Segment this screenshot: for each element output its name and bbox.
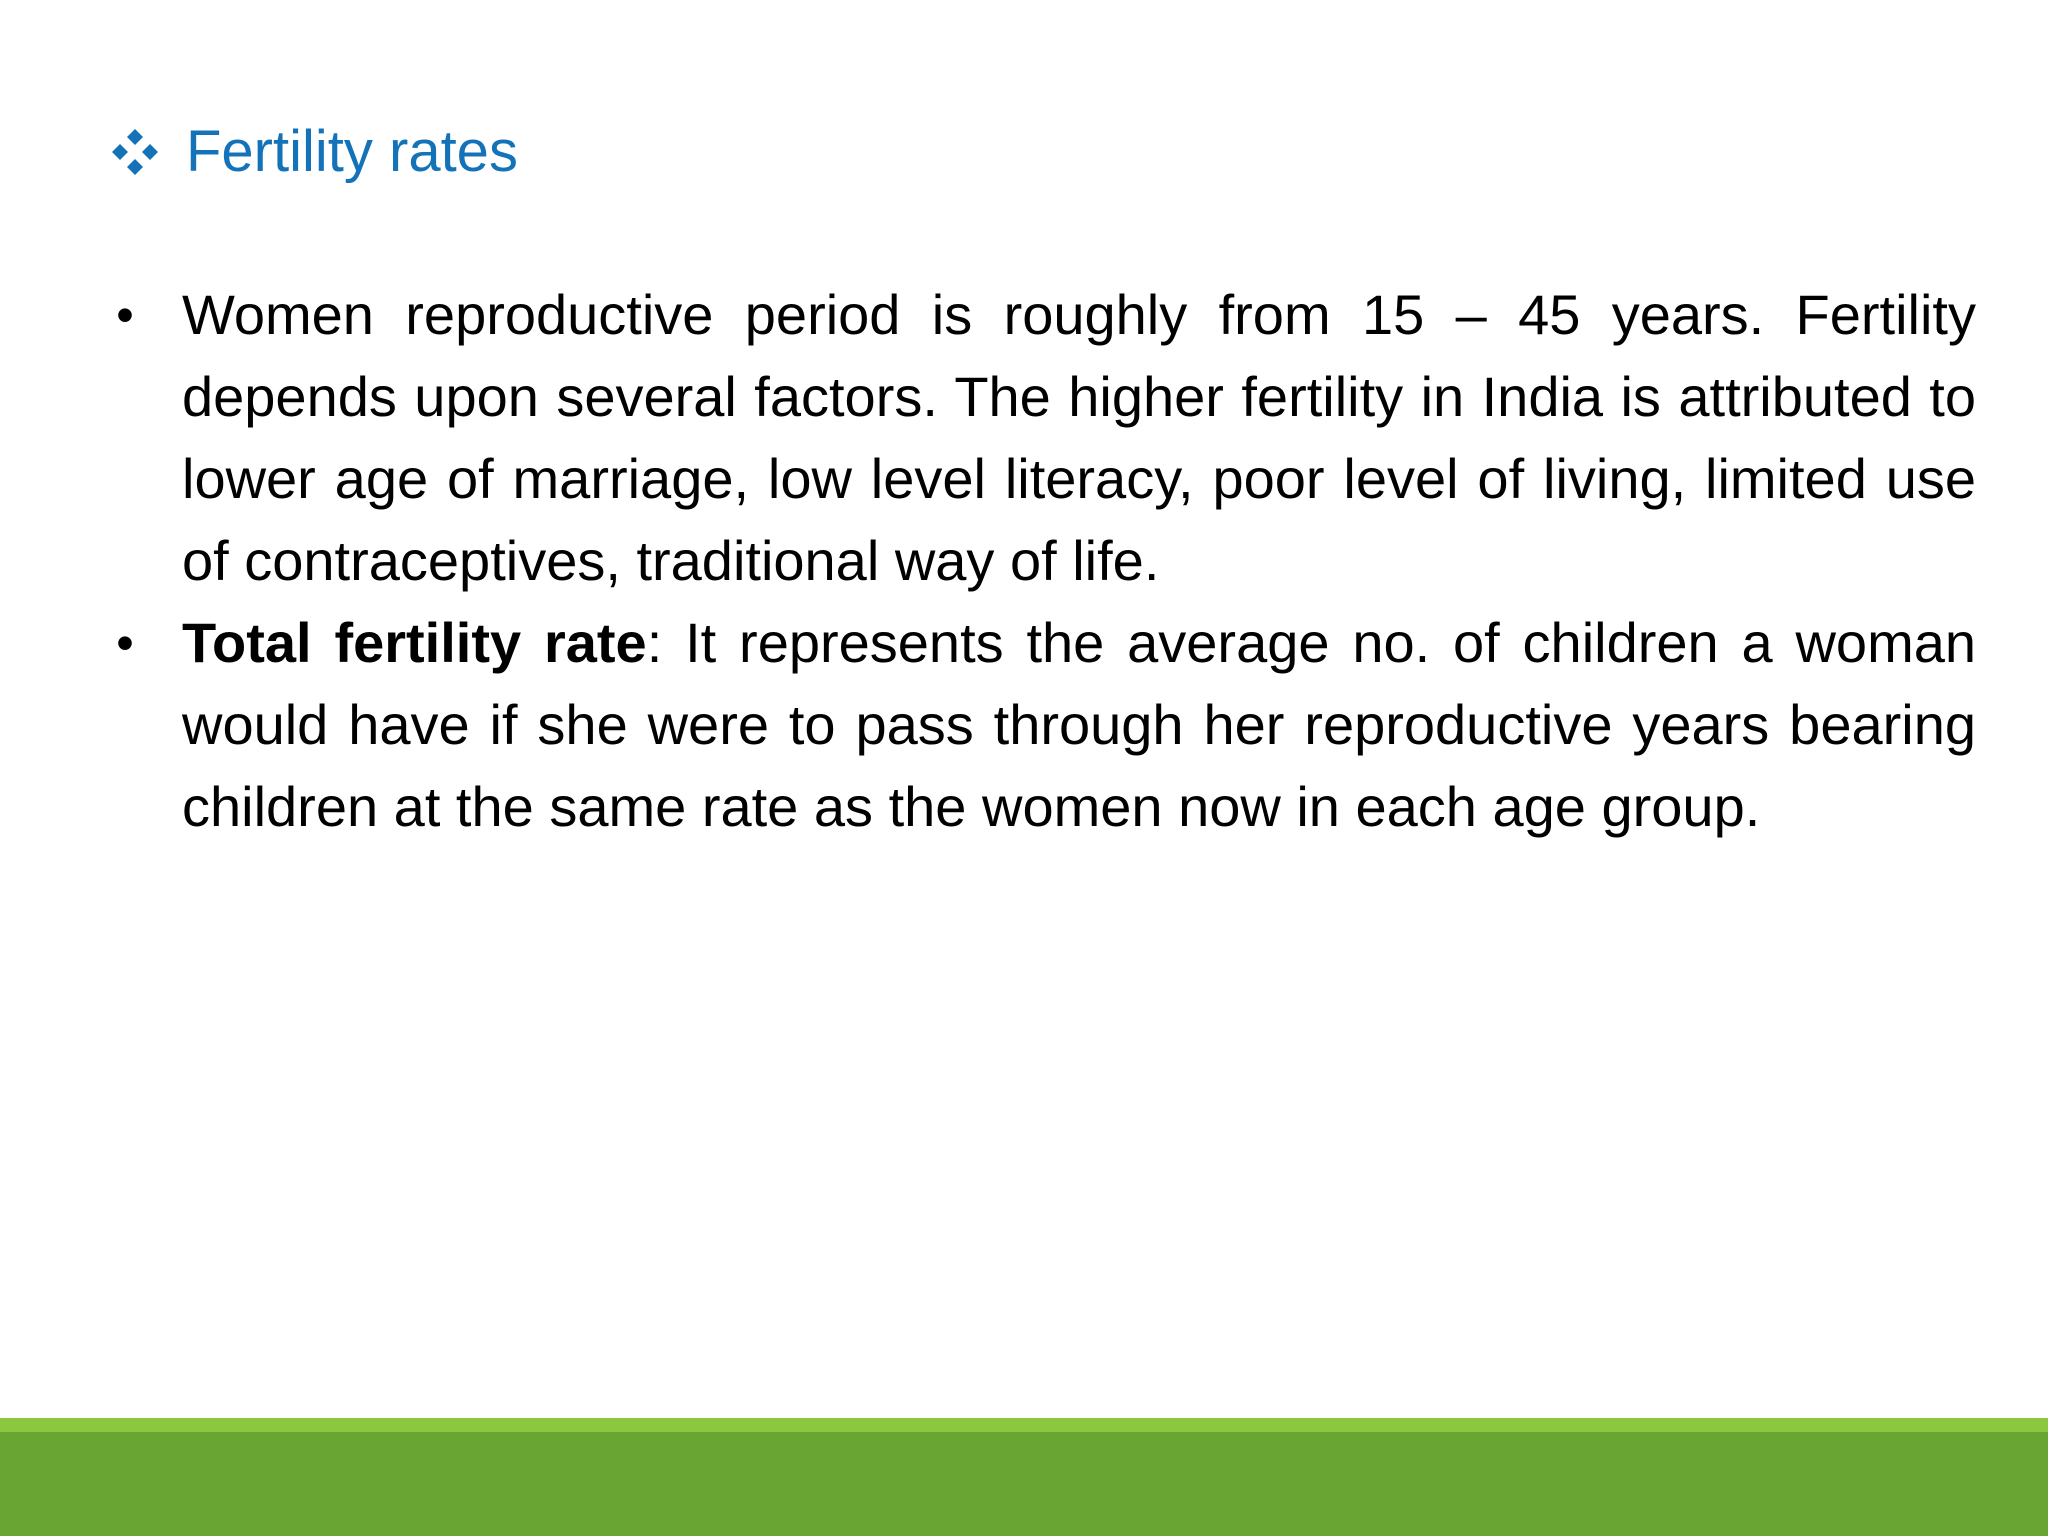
bullet-dot-icon: • — [116, 287, 134, 343]
bullet-text: Women reproductive period is roughly fro… — [182, 283, 1976, 592]
bullet-item-reproductive-period: • Women reproductive period is roughly f… — [104, 274, 1976, 602]
bullet-text: : It represents the average no. of child… — [182, 611, 1977, 838]
four-diamond-bullet-icon — [112, 129, 158, 175]
bullet-item-total-fertility-rate: • Total fertility rate: It represents th… — [104, 602, 1976, 848]
bullet-list: • Women reproductive period is roughly f… — [104, 274, 1976, 848]
bullet-dot-icon: • — [116, 615, 134, 671]
bullet-term: Total fertility rate — [182, 611, 647, 674]
slide-title: Fertility rates — [186, 119, 518, 184]
slide-title-row: Fertility rates — [108, 112, 518, 192]
footer-accent-stripe — [0, 1418, 2048, 1432]
footer-band — [0, 1432, 2048, 1536]
